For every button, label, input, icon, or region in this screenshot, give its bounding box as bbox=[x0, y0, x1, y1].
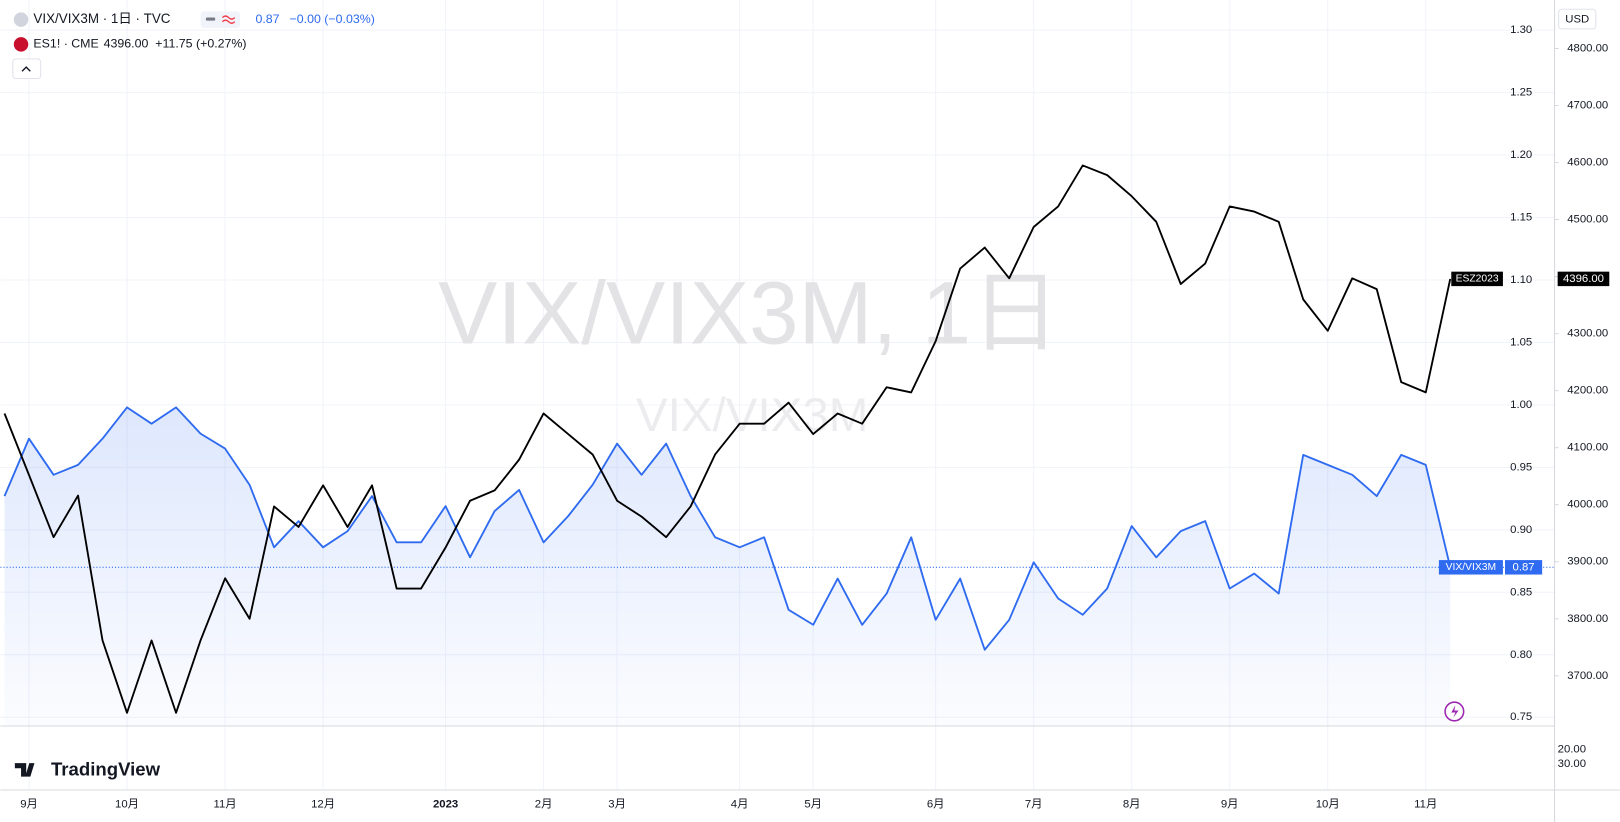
y2-tick-label: 4300.00 bbox=[1567, 328, 1608, 340]
last-price-label: 4396.00 bbox=[1563, 273, 1604, 285]
collapse-button[interactable] bbox=[12, 58, 42, 79]
y-tick-label: 1.20 bbox=[1510, 149, 1532, 161]
y2-tick-label: 3900.00 bbox=[1567, 556, 1608, 568]
y2-tick-label: 3700.00 bbox=[1567, 670, 1608, 682]
watermark-sub: VIX/VIX3M bbox=[636, 389, 868, 442]
collapse-icon bbox=[21, 66, 31, 72]
currency: USD bbox=[1565, 14, 1589, 26]
symbol-icon bbox=[13, 37, 29, 52]
series-line bbox=[3, 406, 1452, 651]
series-tag-label: VIX/VIX3M bbox=[1446, 562, 1496, 573]
x-tick-label: 10月 bbox=[1316, 798, 1340, 810]
y-tick-label: 0.80 bbox=[1510, 649, 1532, 661]
y-tick-label: 0.75 bbox=[1510, 711, 1532, 723]
x-tick-label: 2月 bbox=[535, 798, 553, 810]
y2-tick-label: 4800.00 bbox=[1567, 43, 1608, 55]
x-tick-label: 11月 bbox=[213, 798, 236, 810]
y-tick-label: 0.90 bbox=[1510, 524, 1532, 536]
area-fill bbox=[4, 407, 1451, 726]
brand: TradingView bbox=[51, 758, 161, 779]
x-tick-label: 10月 bbox=[115, 798, 139, 810]
lower-pane-label: 30.00 bbox=[1558, 758, 1586, 770]
x-tick-label: 2023 bbox=[433, 798, 458, 810]
x-tick-label: 11月 bbox=[1414, 798, 1437, 810]
currency-button[interactable] bbox=[1558, 8, 1597, 30]
legend-toggle[interactable] bbox=[200, 11, 240, 28]
legend-change: −0.00 (−0.03%) bbox=[290, 12, 375, 26]
x-tick-label: 5月 bbox=[804, 798, 822, 810]
x-tick-label: 9月 bbox=[20, 798, 38, 810]
legend-title[interactable]: VIX/VIX3M · 1日 · TVC bbox=[33, 11, 170, 26]
y-tick-label: 1.25 bbox=[1510, 87, 1532, 99]
y2-tick-label: 4500.00 bbox=[1567, 214, 1608, 226]
plot bbox=[0, 164, 1555, 726]
y2-tick-label: 4200.00 bbox=[1567, 385, 1608, 397]
x-tick-label: 8月 bbox=[1123, 798, 1141, 810]
y2-tick-label: 4700.00 bbox=[1567, 100, 1608, 112]
toggle-icon bbox=[221, 15, 236, 24]
legend-last: 0.87 bbox=[255, 12, 279, 26]
brand-logo bbox=[14, 763, 35, 777]
toggle-icon bbox=[205, 17, 216, 21]
y2-tick-label: 4600.00 bbox=[1567, 157, 1608, 169]
lower-pane-label: 20.00 bbox=[1558, 744, 1586, 756]
y-tick-label: 1.30 bbox=[1510, 24, 1532, 36]
y-tick-label: 1.15 bbox=[1510, 212, 1532, 224]
x-tick-label: 9月 bbox=[1221, 798, 1239, 810]
y-tick-label: 0.85 bbox=[1510, 586, 1532, 598]
legend-last: 4396.00 bbox=[104, 37, 149, 51]
x-tick-label: 4月 bbox=[731, 798, 749, 810]
y-tick-label: 1.05 bbox=[1510, 336, 1532, 348]
last-price-box bbox=[1557, 271, 1610, 287]
y-tick-label: 1.10 bbox=[1510, 274, 1532, 286]
y2-tick-label: 4100.00 bbox=[1567, 442, 1608, 454]
series-tag-label: ESZ2023 bbox=[1456, 274, 1499, 285]
lightning-glyph bbox=[1451, 705, 1459, 718]
y2-tick-label: 3800.00 bbox=[1567, 613, 1608, 625]
legend-change: +11.75 (+0.27%) bbox=[155, 37, 246, 51]
series-line bbox=[3, 164, 1452, 714]
series-tag bbox=[1451, 271, 1503, 287]
x-tick-label: 12月 bbox=[311, 798, 335, 810]
watermark: VIX/VIX3M, 1日 bbox=[438, 264, 1060, 363]
y-tick-label: 0.95 bbox=[1510, 461, 1532, 473]
x-tick-label: 7月 bbox=[1025, 798, 1043, 810]
series-tag bbox=[1438, 560, 1503, 575]
last-price-box bbox=[1504, 560, 1543, 575]
legend-title[interactable]: ES1! · CME bbox=[33, 37, 98, 51]
x-tick-label: 3月 bbox=[608, 798, 626, 810]
x-tick-label: 6月 bbox=[927, 798, 945, 810]
symbol-icon bbox=[13, 12, 29, 27]
y2-tick-label: 4000.00 bbox=[1567, 499, 1608, 511]
y-tick-label: 1.00 bbox=[1510, 399, 1532, 411]
last-price-label: 0.87 bbox=[1513, 561, 1535, 573]
